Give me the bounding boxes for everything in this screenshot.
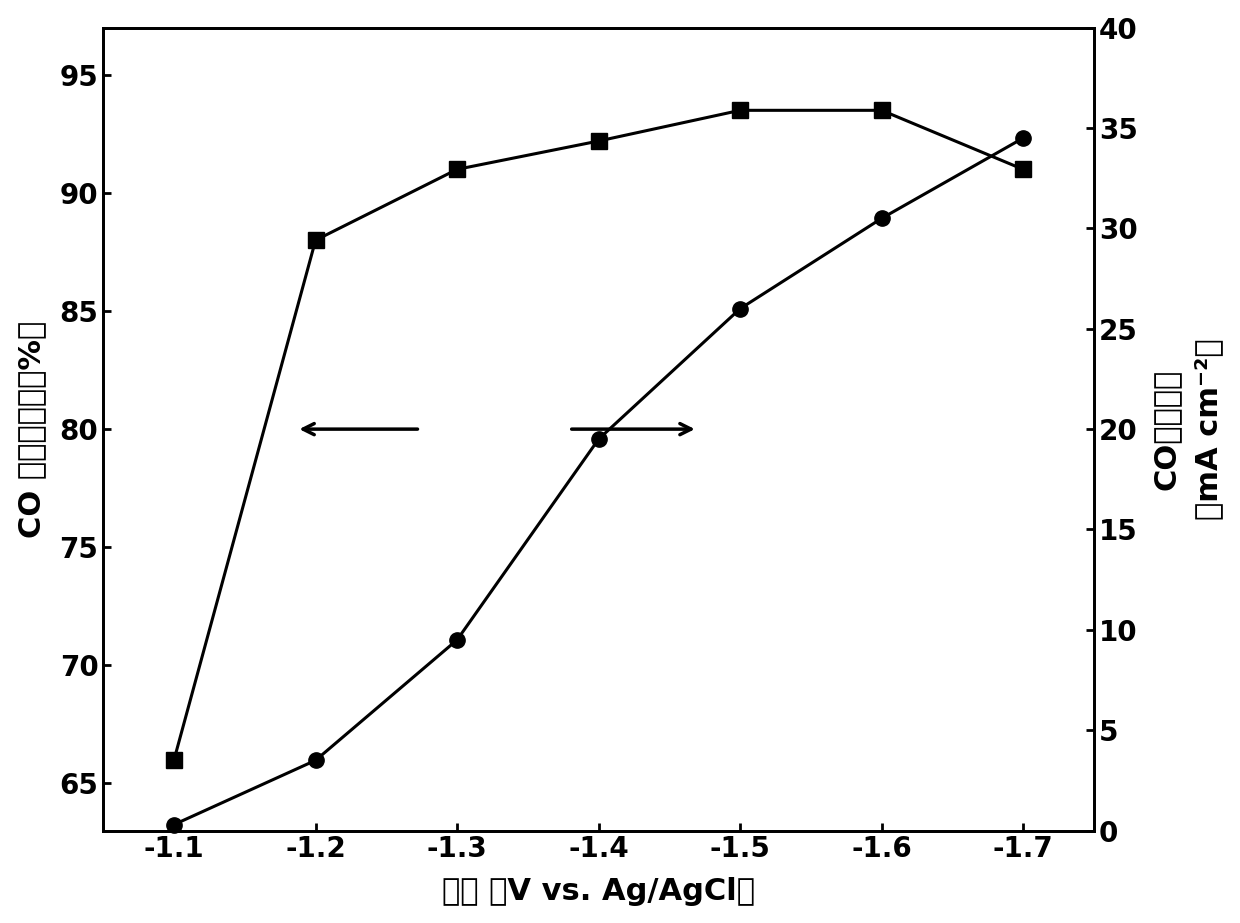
- Y-axis label: CO 法拉第效率（%）: CO 法拉第效率（%）: [16, 320, 46, 538]
- Y-axis label: CO电流密度
（mA cm⁻²）: CO电流密度 （mA cm⁻²）: [1152, 339, 1224, 520]
- X-axis label: 电压 （V vs. Ag/AgCl）: 电压 （V vs. Ag/AgCl）: [443, 878, 755, 906]
